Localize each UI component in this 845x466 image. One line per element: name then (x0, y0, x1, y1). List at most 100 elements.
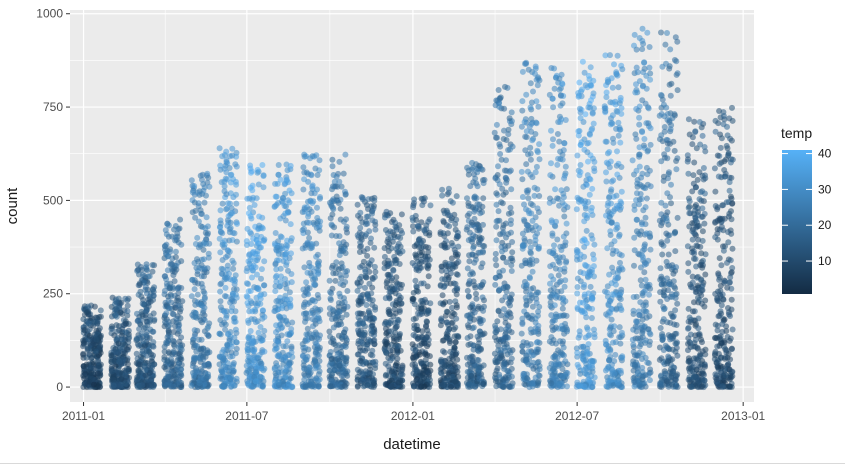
data-point (414, 223, 421, 230)
data-point (275, 162, 282, 168)
data-point (142, 284, 149, 291)
data-point (418, 305, 425, 312)
data-point (449, 373, 456, 380)
data-point (508, 109, 515, 116)
data-point (639, 129, 646, 136)
data-point (308, 272, 315, 279)
data-point (508, 373, 515, 380)
data-point (584, 296, 591, 303)
data-point (218, 265, 225, 272)
data-point (503, 329, 509, 336)
data-point (150, 287, 156, 293)
data-point (495, 163, 501, 170)
data-point (171, 278, 178, 285)
data-point (532, 70, 538, 77)
data-point (330, 340, 337, 347)
data-point (604, 283, 611, 290)
data-point (302, 289, 309, 296)
data-point (526, 238, 533, 245)
data-point (326, 277, 333, 284)
data-point (559, 373, 566, 380)
data-point (272, 260, 279, 267)
data-point (500, 383, 507, 390)
data-point (243, 369, 250, 376)
data-point (523, 91, 530, 98)
data-point (494, 134, 500, 141)
data-point (81, 375, 88, 382)
data-point (589, 155, 596, 162)
data-point (331, 224, 338, 231)
data-point (287, 304, 294, 310)
data-point (536, 193, 543, 199)
data-point (610, 177, 617, 184)
data-point (492, 175, 499, 182)
data-point (126, 334, 133, 341)
data-point (526, 123, 533, 130)
data-point (607, 298, 614, 305)
data-point (465, 171, 472, 178)
data-point (396, 261, 403, 267)
data-point (247, 229, 254, 236)
data-point (607, 188, 614, 195)
data-point (383, 341, 390, 348)
data-point (357, 209, 364, 216)
data-point (301, 264, 308, 271)
data-point (229, 152, 236, 159)
data-point (557, 338, 563, 345)
data-point (301, 206, 308, 213)
data-point (173, 297, 180, 304)
data-point (453, 271, 460, 278)
data-point (108, 352, 115, 359)
data-point (243, 293, 250, 300)
data-point (245, 334, 252, 341)
data-point (173, 266, 180, 273)
data-point (529, 174, 536, 181)
data-point (168, 293, 175, 300)
data-point (135, 291, 142, 298)
data-point (111, 357, 118, 364)
data-point (606, 356, 613, 363)
data-point (563, 230, 570, 237)
data-point (585, 263, 592, 270)
data-point (194, 291, 201, 298)
data-point (583, 371, 590, 377)
data-point (527, 144, 534, 151)
data-point (614, 148, 620, 155)
data-point (509, 239, 516, 245)
data-point (585, 274, 591, 281)
data-point (605, 208, 612, 215)
data-point (335, 332, 342, 339)
data-point (413, 254, 420, 261)
data-point (523, 161, 530, 168)
data-point (550, 136, 556, 143)
data-point (172, 248, 179, 255)
data-point (548, 127, 554, 134)
data-point (327, 333, 334, 340)
data-point (222, 254, 229, 261)
data-point (437, 366, 444, 373)
data-point (591, 241, 598, 248)
data-point (165, 349, 172, 356)
data-point (308, 383, 315, 390)
data-point (546, 338, 553, 345)
data-point (143, 290, 150, 297)
data-point (574, 256, 580, 263)
data-point (547, 263, 554, 270)
data-point (142, 324, 149, 331)
data-point (519, 242, 526, 249)
data-point (232, 326, 239, 333)
data-point (122, 295, 129, 302)
data-point (494, 365, 501, 372)
data-point (363, 302, 370, 308)
data-point (161, 343, 168, 350)
data-point (219, 200, 226, 207)
data-point (615, 132, 622, 139)
data-point (476, 206, 483, 213)
data-point (616, 251, 623, 258)
data-point (355, 297, 362, 304)
data-point (574, 349, 581, 356)
data-point (369, 217, 376, 224)
data-point (473, 180, 480, 187)
data-point (248, 215, 255, 222)
